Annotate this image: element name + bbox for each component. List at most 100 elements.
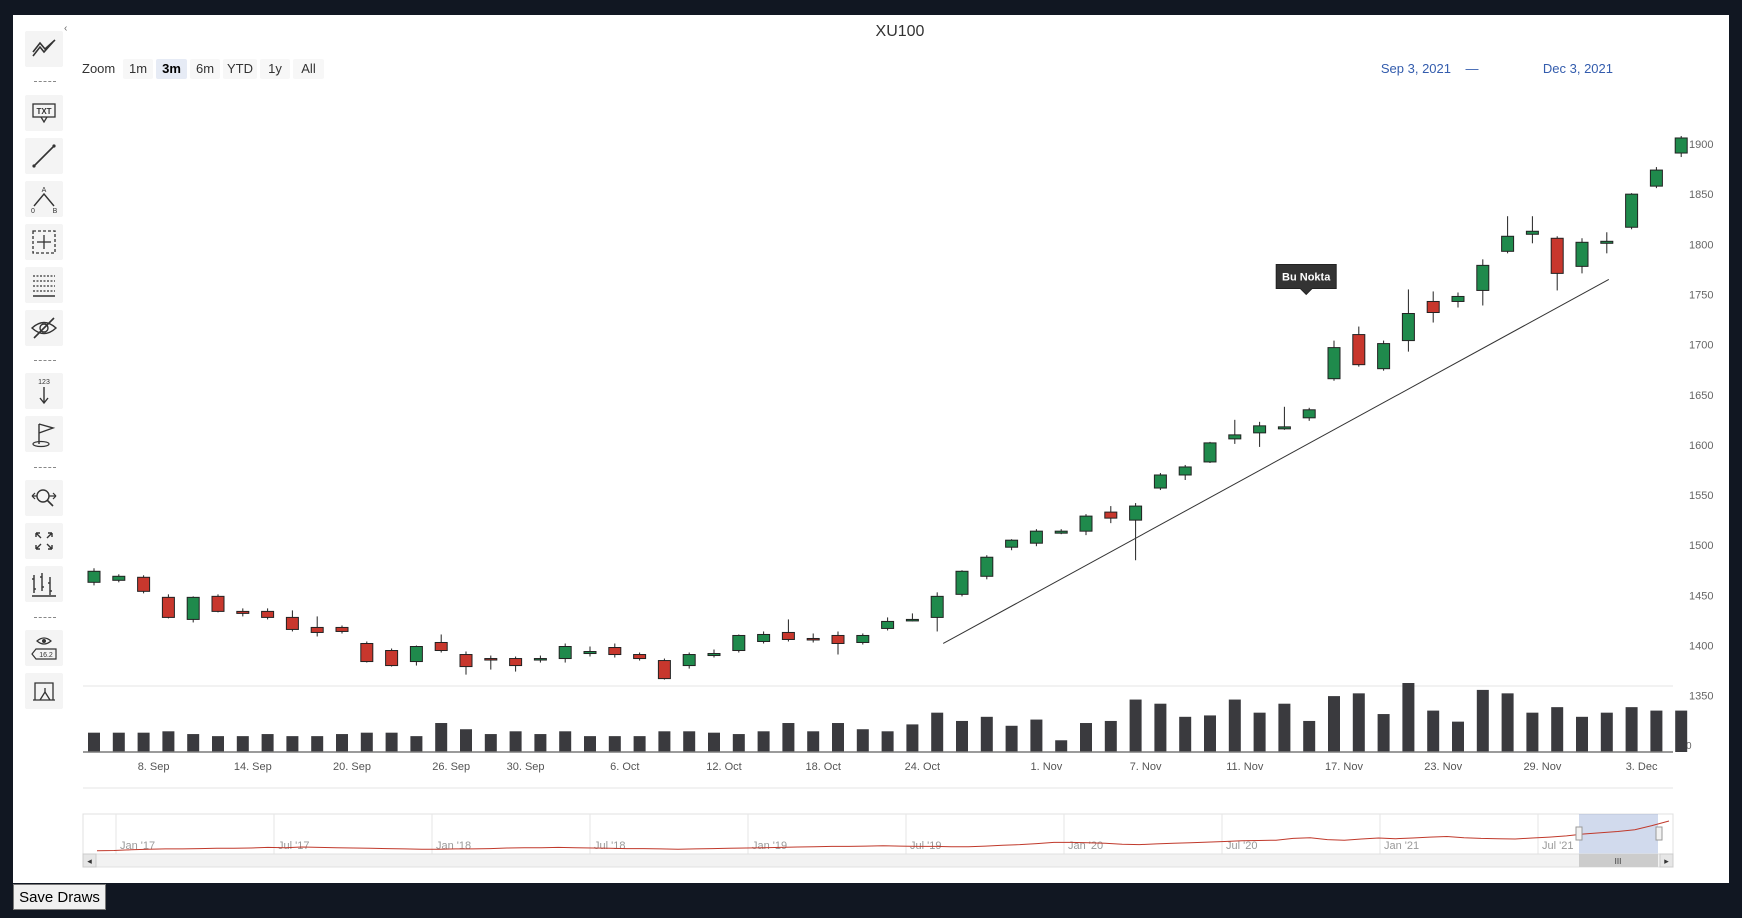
zoom-button-1y[interactable]: 1y bbox=[260, 59, 290, 79]
candlestick-series bbox=[87, 135, 1688, 680]
candle bbox=[732, 634, 746, 653]
candle-body bbox=[608, 647, 622, 656]
candle bbox=[1054, 529, 1068, 535]
candle-body bbox=[856, 634, 870, 643]
candle bbox=[682, 652, 696, 669]
range-to-input[interactable]: Dec 3, 2021 bbox=[1543, 61, 1613, 76]
candle bbox=[1501, 216, 1515, 254]
candle-body bbox=[211, 595, 225, 612]
zoom-change-icon bbox=[31, 489, 57, 507]
zoom-button-label: 1y bbox=[268, 61, 282, 76]
volume-bar bbox=[286, 736, 299, 752]
scrollbar-thumb[interactable] bbox=[1579, 854, 1658, 867]
save-draws-button[interactable]: Save Draws bbox=[13, 884, 106, 910]
candle bbox=[1005, 539, 1019, 551]
x-tick-label: 23. Nov bbox=[1424, 761, 1462, 773]
candle-body bbox=[707, 653, 721, 657]
volume-bar bbox=[385, 732, 398, 752]
zoom-button-1m[interactable]: 1m bbox=[123, 59, 153, 79]
line-tool-button[interactable] bbox=[25, 138, 63, 174]
volume-bar bbox=[1055, 740, 1068, 752]
scrollbar[interactable]: ◂ III ▸ bbox=[82, 853, 1674, 868]
range-from-input[interactable]: Sep 3, 2021 bbox=[1381, 61, 1451, 76]
navigator-tick-label: Jan '20 bbox=[1068, 840, 1103, 852]
candle-body bbox=[186, 596, 200, 620]
y-tick-label: 1800 bbox=[1689, 239, 1713, 251]
x-tick-label: 14. Sep bbox=[234, 761, 272, 773]
navigator-handle-left[interactable] bbox=[1575, 826, 1583, 841]
zoom-button-all[interactable]: All bbox=[293, 59, 324, 79]
candle-body bbox=[1104, 511, 1118, 519]
current-price-button[interactable]: 16.2 bbox=[25, 630, 63, 666]
candle-body bbox=[1600, 240, 1614, 244]
scrollbar-track[interactable] bbox=[82, 853, 1674, 868]
candle bbox=[211, 594, 225, 613]
volume-bar bbox=[956, 720, 968, 752]
hide-annotations-button[interactable] bbox=[25, 310, 63, 346]
candle-body bbox=[806, 637, 820, 641]
volume-bar bbox=[782, 723, 795, 752]
indicators-button[interactable] bbox=[25, 31, 63, 67]
candle-body bbox=[1352, 334, 1366, 366]
zoom-button-3m[interactable]: 3m bbox=[156, 59, 187, 79]
stock-chart[interactable]: XU100 Zoom 1m 3m 6m YTD 1y bbox=[13, 15, 1729, 883]
measure-button[interactable] bbox=[25, 224, 63, 260]
volume-bar bbox=[1080, 723, 1092, 752]
range-selector-zoom: Zoom 1m 3m 6m YTD 1y bbox=[82, 59, 324, 79]
scrollbar-right-button[interactable] bbox=[1659, 853, 1674, 868]
type-change-button[interactable] bbox=[25, 566, 63, 602]
abc-pattern-button[interactable]: A 0 B bbox=[25, 181, 63, 217]
scrollbar-grip: III bbox=[1615, 857, 1622, 866]
candle bbox=[1302, 407, 1316, 421]
volume-bar bbox=[1228, 699, 1241, 752]
candle-body bbox=[1029, 530, 1043, 544]
toolbar-collapse-arrow[interactable]: ‹ bbox=[64, 23, 68, 34]
navigator-handle-right[interactable] bbox=[1655, 826, 1663, 841]
candle-body bbox=[1501, 235, 1515, 252]
volume-bar bbox=[484, 734, 497, 752]
trendline-annotation[interactable] bbox=[942, 278, 1610, 644]
candle bbox=[1153, 472, 1167, 491]
volume-bar bbox=[410, 736, 423, 752]
save-chart-button[interactable] bbox=[25, 673, 63, 709]
candle-body bbox=[881, 620, 895, 629]
x-tick-label: 24. Oct bbox=[905, 761, 940, 773]
volume-bar bbox=[261, 734, 274, 752]
candle bbox=[112, 574, 126, 583]
candle bbox=[285, 610, 299, 632]
navigator-tick-label: Jul '21 bbox=[1542, 840, 1573, 852]
fibonacci-button[interactable] bbox=[25, 267, 63, 303]
candle-body bbox=[1426, 300, 1440, 314]
x-tick-label: 18. Oct bbox=[805, 761, 840, 773]
svg-text:A: A bbox=[42, 187, 47, 194]
zoom-change-button[interactable] bbox=[25, 480, 63, 516]
candle-body bbox=[1253, 425, 1267, 434]
scrollbar-left-button[interactable] bbox=[82, 853, 97, 868]
candle bbox=[236, 608, 250, 617]
fibonacci-icon bbox=[33, 275, 55, 297]
annotation-text-button[interactable]: TXT bbox=[25, 95, 63, 131]
candle-body bbox=[1575, 241, 1589, 267]
y-tick-label: 1350 bbox=[1689, 691, 1713, 703]
x-tick-label: 8. Sep bbox=[138, 761, 170, 773]
candle-body bbox=[434, 641, 448, 652]
annotation-callout[interactable]: Bu Nokta bbox=[1275, 263, 1337, 296]
vertical-counter-button[interactable]: 123 bbox=[25, 373, 63, 409]
volume-bar bbox=[1154, 703, 1167, 752]
volume-bar bbox=[1179, 716, 1192, 752]
volume-bar bbox=[881, 731, 894, 752]
navigator-tick-label: Jul '18 bbox=[594, 840, 625, 852]
zoom-button-ytd[interactable]: YTD bbox=[223, 59, 257, 79]
flag-button[interactable] bbox=[25, 416, 63, 452]
volume-bar bbox=[807, 731, 820, 752]
y-tick-label: 1450 bbox=[1689, 590, 1713, 602]
volume-bar bbox=[1427, 710, 1440, 752]
volume-bar bbox=[980, 716, 993, 752]
candle-body bbox=[1302, 409, 1316, 419]
zoom-button-6m[interactable]: 6m bbox=[190, 59, 220, 79]
candle bbox=[1129, 503, 1143, 561]
candle bbox=[1401, 289, 1415, 352]
hide-annotations-icon bbox=[30, 317, 58, 339]
fullscreen-button[interactable] bbox=[25, 523, 63, 559]
navigator[interactable]: Jan '17 Jul '17 Jan '18 Jul '18 Jan '19 Jul '… bbox=[82, 813, 1674, 855]
